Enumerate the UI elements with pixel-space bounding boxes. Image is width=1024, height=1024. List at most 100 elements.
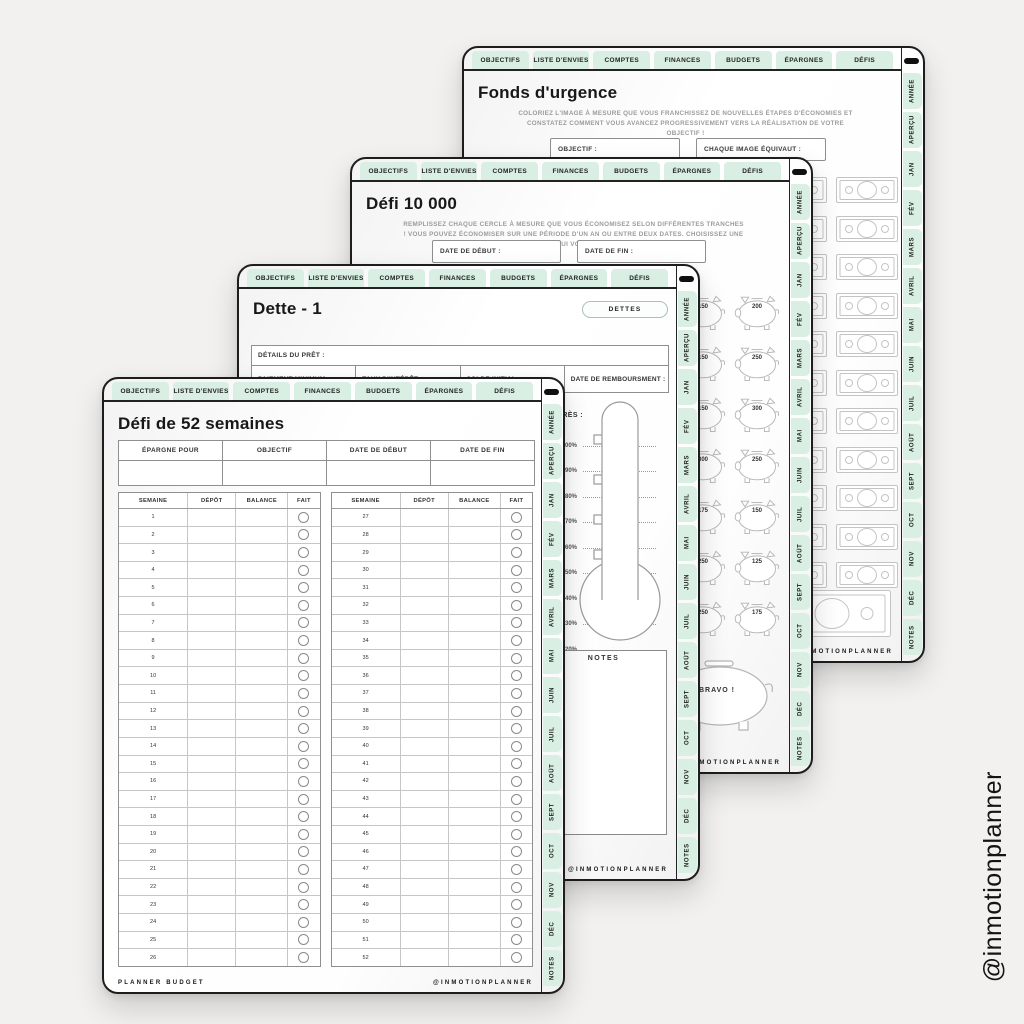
side-tab[interactable]: JUIN <box>678 564 697 600</box>
balance-cell[interactable] <box>235 878 287 896</box>
depot-cell[interactable] <box>399 773 448 790</box>
top-tab[interactable]: OBJECTIFS <box>247 269 304 287</box>
side-tab[interactable]: MARS <box>543 560 562 596</box>
side-tab[interactable]: AOÛT <box>903 424 922 460</box>
balance-cell[interactable] <box>447 773 500 790</box>
fait-circle[interactable] <box>298 582 310 594</box>
depot-cell[interactable] <box>187 685 235 702</box>
side-tab[interactable]: JUIL <box>791 496 810 532</box>
top-tab[interactable]: COMPTES <box>368 269 426 287</box>
piggy-bank-icon[interactable]: 250 <box>730 439 784 490</box>
top-tab[interactable]: FINANCES <box>654 51 711 69</box>
depot-cell[interactable] <box>187 790 235 808</box>
top-tab[interactable]: LISTE D'ENVIES <box>532 51 590 69</box>
fait-circle[interactable] <box>298 793 310 805</box>
balance-cell[interactable] <box>235 896 287 914</box>
top-tab[interactable]: OBJECTIFS <box>472 51 529 69</box>
side-tab[interactable]: DÉC <box>678 798 697 834</box>
depot-cell[interactable] <box>399 896 448 914</box>
bookmark-pill-icon[interactable] <box>679 276 694 282</box>
balance-cell[interactable] <box>447 579 500 597</box>
side-tab[interactable]: FÉV <box>903 190 922 226</box>
banknote-icon[interactable] <box>831 402 902 441</box>
fait-circle[interactable] <box>510 582 522 594</box>
side-tab[interactable]: APERÇU <box>543 443 562 479</box>
fait-circle[interactable] <box>510 652 522 664</box>
fait-circle[interactable] <box>510 846 522 858</box>
side-tab[interactable]: DÉC <box>543 911 562 947</box>
fait-circle[interactable] <box>510 952 522 964</box>
side-tab[interactable]: NOTES <box>903 619 922 655</box>
depot-cell[interactable] <box>399 632 448 649</box>
balance-cell[interactable] <box>447 561 500 579</box>
depot-cell[interactable] <box>399 526 448 544</box>
top-tab[interactable]: BUDGETS <box>489 269 547 287</box>
depot-cell[interactable] <box>187 914 235 931</box>
balance-cell[interactable] <box>447 544 500 561</box>
banknote-icon[interactable] <box>831 287 902 326</box>
balance-cell[interactable] <box>235 914 287 931</box>
fait-circle[interactable] <box>298 758 310 770</box>
side-tab[interactable]: NOV <box>678 759 697 795</box>
balance-cell[interactable] <box>235 843 287 861</box>
side-tab[interactable]: APERÇU <box>791 223 810 259</box>
fait-circle[interactable] <box>510 811 522 823</box>
depot-cell[interactable] <box>399 720 448 737</box>
depot-cell[interactable] <box>399 579 448 597</box>
balance-cell[interactable] <box>447 878 500 896</box>
fait-circle[interactable] <box>298 740 310 752</box>
top-tab[interactable]: FINANCES <box>429 269 486 287</box>
depot-cell[interactable] <box>187 526 235 544</box>
balance-cell[interactable] <box>447 526 500 544</box>
fait-circle[interactable] <box>298 723 310 735</box>
side-tab[interactable]: APERÇU <box>903 112 922 148</box>
fait-circle[interactable] <box>510 758 522 770</box>
top-tab[interactable]: BUDGETS <box>714 51 772 69</box>
depot-cell[interactable] <box>187 896 235 914</box>
balance-cell[interactable] <box>235 720 287 737</box>
fait-circle[interactable] <box>298 934 310 946</box>
side-tab[interactable]: NOTES <box>543 950 562 986</box>
depot-cell[interactable] <box>399 755 448 773</box>
fait-circle[interactable] <box>510 793 522 805</box>
top-tab[interactable]: BUDGETS <box>602 162 660 180</box>
side-tab[interactable]: FÉV <box>791 301 810 337</box>
depot-cell[interactable] <box>187 878 235 896</box>
depot-cell[interactable] <box>399 509 448 526</box>
fait-circle[interactable] <box>298 511 310 523</box>
balance-cell[interactable] <box>447 755 500 773</box>
banknote-icon[interactable] <box>831 210 902 249</box>
depot-cell[interactable] <box>187 861 235 878</box>
balance-cell[interactable] <box>447 597 500 614</box>
piggy-bank-icon[interactable]: 125 <box>730 541 784 592</box>
balance-cell[interactable] <box>447 685 500 702</box>
balance-cell[interactable] <box>235 649 287 667</box>
depot-cell[interactable] <box>187 561 235 579</box>
side-tab[interactable]: JUIN <box>543 677 562 713</box>
banknote-icon[interactable] <box>831 441 902 480</box>
balance-cell[interactable] <box>235 614 287 632</box>
depot-cell[interactable] <box>187 544 235 561</box>
balance-cell[interactable] <box>235 737 287 755</box>
balance-cell[interactable] <box>447 914 500 931</box>
top-tab[interactable]: LISTE D'ENVIES <box>172 382 230 400</box>
side-tab[interactable]: APERÇU <box>678 330 697 366</box>
side-tab[interactable]: JUIN <box>903 346 922 382</box>
balance-cell[interactable] <box>447 896 500 914</box>
balance-cell[interactable] <box>447 737 500 755</box>
top-tab[interactable]: LISTE D'ENVIES <box>420 162 478 180</box>
depot-cell[interactable] <box>399 685 448 702</box>
top-tab[interactable]: ÉPARGNES <box>550 269 608 287</box>
date-debut-field[interactable]: DATE DE DÉBUT : <box>432 240 561 263</box>
dettes-button[interactable]: DETTES <box>582 300 668 318</box>
banknote-icon[interactable] <box>831 479 902 518</box>
balance-cell[interactable] <box>447 649 500 667</box>
top-tab[interactable]: COMPTES <box>233 382 291 400</box>
fait-circle[interactable] <box>510 881 522 893</box>
fait-circle[interactable] <box>298 652 310 664</box>
balance-cell[interactable] <box>447 667 500 685</box>
depot-cell[interactable] <box>187 931 235 949</box>
side-tab[interactable]: MARS <box>678 447 697 483</box>
fait-circle[interactable] <box>298 899 310 911</box>
depot-cell[interactable] <box>399 878 448 896</box>
